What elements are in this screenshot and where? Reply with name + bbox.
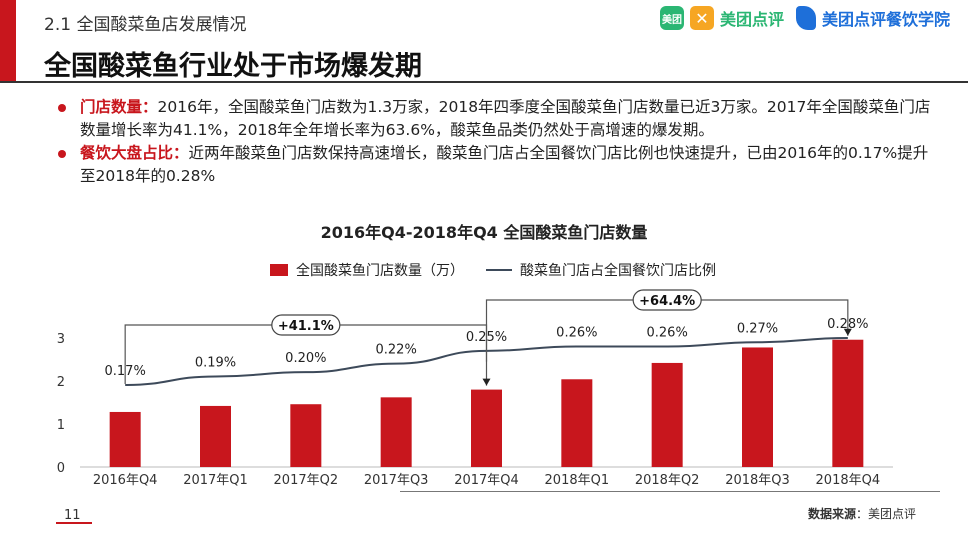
legend-line-label: 酸菜鱼门店占全国餐饮门店比例 — [520, 263, 716, 279]
line-data-label: 0.22% — [376, 343, 417, 358]
chart-title: 2016年Q4-2018年Q4 全国酸菜鱼门店数量 — [320, 223, 648, 242]
source-key: 数据来源 — [807, 507, 856, 521]
legend-line-swatch — [486, 269, 512, 271]
x-tick-label: 2018年Q4 — [816, 473, 881, 488]
page-number: 11 — [64, 508, 81, 523]
bullet-text: 2016年，全国酸菜鱼门店数为1.3万家，2018年四季度全国酸菜鱼门店数量已近… — [80, 98, 931, 139]
data-source: 数据来源：美团点评 — [808, 505, 916, 522]
accent-bar — [0, 0, 16, 82]
bar — [832, 339, 864, 467]
legend-bar-swatch — [270, 264, 288, 276]
bar — [200, 405, 231, 467]
logo-text-meituan: 美团点评 — [719, 10, 784, 29]
logo-text-academy: 美团点评餐饮学院 — [821, 10, 950, 29]
academy-leaf-icon — [795, 6, 816, 30]
x-tick-label: 2018年Q1 — [545, 473, 610, 488]
x-tick-label: 2018年Q3 — [725, 473, 790, 488]
chart-legend: 全国酸菜鱼门店数量（万） 酸菜鱼门店占全国餐饮门店比例 — [270, 260, 716, 280]
y-tick-label: 0 — [57, 461, 65, 476]
bar — [471, 389, 502, 467]
line-data-label: 0.26% — [556, 326, 597, 341]
bar — [109, 411, 141, 467]
line-data-label: 0.26% — [647, 326, 688, 341]
bullet-dot-icon — [58, 150, 66, 158]
line-data-label: 0.20% — [285, 351, 326, 366]
y-tick-label: 2 — [57, 375, 65, 390]
line-data-label: 0.19% — [195, 355, 236, 370]
y-tick-label: 3 — [57, 332, 65, 347]
bullet-dot-icon — [58, 104, 66, 112]
arrow-down-icon — [843, 328, 852, 336]
x-tick-label: 2017年Q1 — [183, 473, 248, 488]
bar — [651, 362, 683, 467]
growth-label: +41.1% — [278, 319, 334, 334]
section-label: 2.1 全国酸菜鱼店发展情况 — [44, 15, 247, 35]
arrow-down-icon — [482, 378, 491, 386]
x-tick-label: 2016年Q4 — [93, 473, 158, 488]
line-data-label: 0.27% — [737, 321, 778, 336]
page-number-underline — [56, 522, 92, 524]
growth-pill — [271, 314, 341, 336]
x-tick-label: 2017年Q4 — [454, 473, 519, 488]
footer-divider — [400, 491, 940, 492]
growth-label: +64.4% — [639, 294, 695, 309]
x-tick-label: 2017年Q2 — [274, 473, 339, 488]
bar — [380, 397, 412, 467]
bar — [561, 379, 593, 467]
bullet-key: 门店数量： — [80, 98, 158, 116]
growth-pill — [632, 289, 702, 311]
bullet-text: 近两年酸菜鱼门店数保持高速增长，酸菜鱼门店占全国餐饮门店比例也快速提升，已由20… — [80, 144, 929, 185]
legend-bar-label: 全国酸菜鱼门店数量（万） — [296, 263, 464, 279]
title-divider — [0, 81, 968, 83]
x-tick-label: 2017年Q3 — [364, 473, 429, 488]
page-title: 全国酸菜鱼行业处于市场爆发期 — [44, 51, 422, 82]
dianping-x-icon: ✕ — [689, 6, 714, 30]
bullet-list: 门店数量：2016年，全国酸菜鱼门店数为1.3万家，2018年四季度全国酸菜鱼门… — [58, 96, 938, 188]
bullet-item: 餐饮大盘占比：近两年酸菜鱼门店数保持高速增长，酸菜鱼门店占全国餐饮门店比例也快速… — [58, 142, 938, 188]
meituan-badge-icon: 美团 — [659, 6, 684, 30]
bullet-key: 餐饮大盘占比： — [80, 144, 189, 162]
y-tick-label: 1 — [57, 418, 65, 433]
bar — [742, 347, 773, 467]
source-value: ：美团点评 — [855, 507, 916, 521]
x-tick-label: 2018年Q2 — [635, 473, 700, 488]
bullet-item: 门店数量：2016年，全国酸菜鱼门店数为1.3万家，2018年四季度全国酸菜鱼门… — [58, 96, 938, 142]
logo-group: 美团 ✕ 美团点评 美团点评餐饮学院 — [659, 6, 950, 30]
bar — [290, 404, 322, 467]
